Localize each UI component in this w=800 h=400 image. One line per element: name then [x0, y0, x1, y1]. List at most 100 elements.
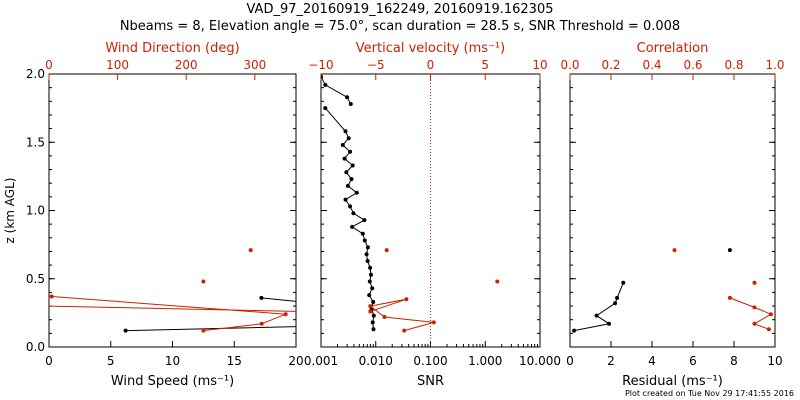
- data-point: [248, 248, 253, 253]
- data-point: [431, 320, 436, 325]
- chart-subtitle: Nbeams = 8, Elevation angle = 75.0°, sca…: [119, 19, 681, 34]
- data-point: [346, 136, 351, 141]
- data-point: [348, 149, 353, 154]
- x-tick-label-bottom: 15: [227, 354, 242, 368]
- x-tick-label-top: 0.6: [683, 58, 702, 72]
- series-line: [49, 305, 296, 312]
- data-point: [351, 211, 356, 216]
- x-tick-label-top: 10: [532, 58, 547, 72]
- y-tick-label: 2.0: [26, 67, 45, 81]
- data-point: [368, 265, 373, 270]
- data-point: [752, 305, 757, 310]
- data-point: [360, 231, 365, 236]
- data-point: [615, 295, 620, 300]
- data-point: [368, 304, 373, 309]
- x-tick-label-bottom: 5: [107, 354, 115, 368]
- data-point: [370, 286, 375, 291]
- data-point: [367, 279, 372, 284]
- data-point: [348, 102, 353, 106]
- x-tick-label-bottom: 0.001: [304, 354, 338, 368]
- data-point: [362, 238, 367, 243]
- data-point: [259, 321, 264, 326]
- x-tick-label-top: 5: [481, 58, 489, 72]
- series-line: [574, 282, 624, 332]
- x-tick-label-top: 200: [175, 58, 198, 72]
- series-line: [369, 298, 434, 332]
- x-tick-label-bottom: 0: [566, 354, 574, 368]
- data-point: [572, 328, 577, 333]
- x-tick-label-top: 0: [427, 58, 435, 72]
- data-point: [340, 143, 345, 147]
- x-tick-label-bottom: 6: [689, 354, 697, 368]
- data-point: [344, 170, 349, 175]
- data-point: [752, 321, 757, 326]
- data-point: [371, 300, 376, 304]
- data-point: [621, 280, 626, 285]
- data-point: [384, 248, 389, 253]
- x-tick-label-bottom: 0: [45, 354, 53, 368]
- x-axis-label-bottom: Wind Speed (ms⁻¹): [111, 374, 234, 389]
- data-point: [369, 272, 373, 277]
- x-axis-label-top: Vertical velocity (ms⁻¹): [356, 41, 505, 56]
- data-point: [345, 95, 350, 100]
- data-point: [752, 280, 757, 285]
- data-point: [727, 295, 732, 300]
- data-point: [321, 74, 323, 79]
- data-point: [323, 106, 328, 111]
- data-point: [368, 309, 373, 314]
- data-point: [348, 204, 353, 209]
- panel-3: 0 2 4 6 8 10 Residual (ms⁻¹) 0.0 0.2 0.4 0.6 0.8 1.0…: [560, 41, 784, 389]
- data-point: [350, 163, 355, 168]
- data-point: [613, 301, 618, 306]
- plot-frame: [320, 73, 541, 348]
- y-tick-label: 1.0: [26, 204, 45, 218]
- data-point: [382, 315, 387, 319]
- data-point: [365, 245, 370, 250]
- series-line: [729, 297, 773, 330]
- data-point: [201, 328, 206, 333]
- panel-2: 0.001 0.010 0.100 1.000 10.000 SNR −10 −5 0 5 10 Ve…: [304, 41, 561, 389]
- data-point: [364, 252, 369, 257]
- data-point: [343, 197, 348, 202]
- data-point: [349, 177, 354, 182]
- y-tick-label: 0.0: [26, 340, 45, 354]
- x-tick-label-bottom: 0.010: [359, 354, 393, 368]
- x-tick-label-top: 0.2: [601, 58, 620, 72]
- data-point: [371, 327, 376, 332]
- data-point: [283, 312, 288, 317]
- x-tick-label-top: −5: [367, 58, 385, 72]
- data-point: [370, 320, 375, 325]
- x-tick-label-bottom: 0.100: [413, 354, 447, 368]
- x-tick-label-top: 100: [106, 58, 129, 72]
- data-point: [594, 313, 599, 318]
- y-tick-label: 0.5: [26, 272, 45, 286]
- x-tick-label-bottom: 10: [165, 354, 180, 368]
- x-tick-label-bottom: 10: [767, 354, 782, 368]
- x-tick-label-bottom: 2: [607, 354, 615, 368]
- data-point: [672, 248, 677, 253]
- x-tick-label-top: 1.0: [765, 58, 784, 72]
- x-tick-label-top: 300: [243, 58, 266, 72]
- series-line: [261, 297, 296, 302]
- y-tick-label: 1.5: [26, 135, 45, 149]
- chart-title: VAD_97_20160919_162249, 20160919.162305: [246, 2, 554, 17]
- data-point: [323, 82, 328, 87]
- data-point: [259, 295, 264, 300]
- x-tick-label-top: −10: [308, 58, 333, 72]
- data-point: [365, 259, 370, 263]
- series-line: [324, 107, 375, 330]
- series-line: [321, 76, 352, 105]
- data-point: [350, 224, 355, 229]
- plot-frame: [569, 73, 776, 348]
- data-point: [362, 218, 367, 223]
- data-point: [404, 297, 409, 302]
- data-point: [49, 294, 54, 299]
- x-tick-label-bottom: 20: [288, 354, 303, 368]
- data-point: [367, 293, 372, 298]
- data-point: [342, 156, 347, 161]
- x-axis-label-top: Wind Direction (deg): [105, 41, 239, 56]
- x-tick-label-bottom: 1.000: [468, 354, 502, 368]
- x-tick-label-top: 0.0: [560, 58, 579, 72]
- x-axis-label-bottom: SNR: [417, 374, 444, 389]
